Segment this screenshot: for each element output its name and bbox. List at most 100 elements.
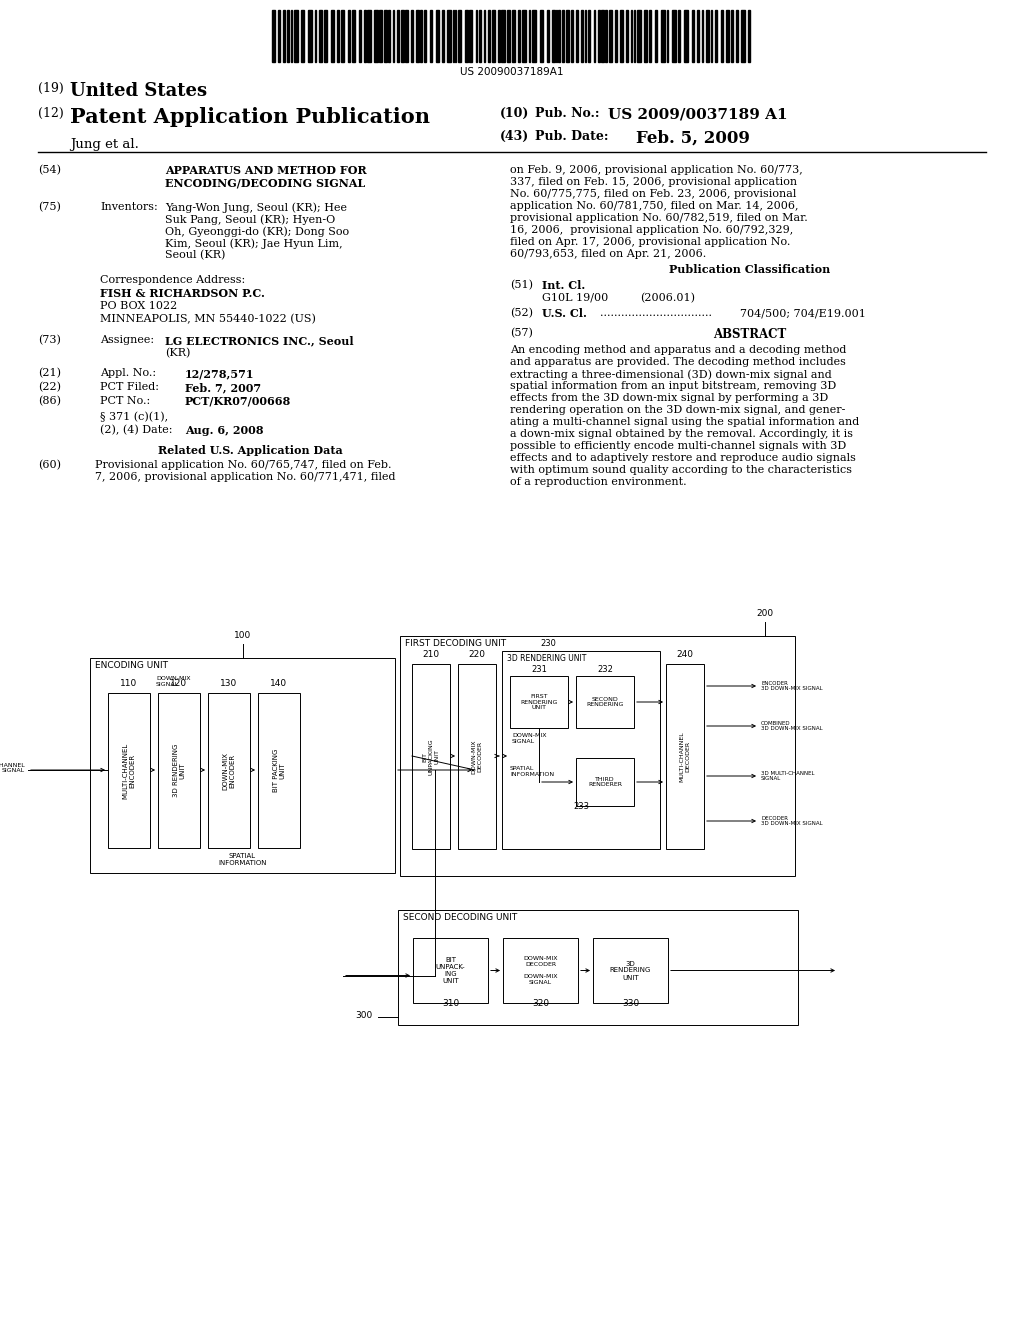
Bar: [283, 11, 285, 62]
Text: PO BOX 1022: PO BOX 1022: [100, 301, 177, 312]
Text: 230: 230: [540, 639, 556, 648]
Text: 320: 320: [531, 999, 549, 1008]
Text: Aug. 6, 2008: Aug. 6, 2008: [185, 425, 263, 436]
Bar: [436, 11, 439, 62]
Bar: [430, 11, 432, 62]
Text: 231: 231: [531, 665, 547, 675]
Text: 120: 120: [170, 678, 187, 688]
Text: Int. Cl.: Int. Cl.: [542, 280, 586, 290]
Text: 240: 240: [677, 649, 693, 659]
Bar: [721, 11, 723, 62]
Text: 210: 210: [423, 649, 439, 659]
Bar: [458, 11, 461, 62]
Bar: [566, 11, 569, 62]
Bar: [562, 11, 564, 62]
Bar: [532, 11, 536, 62]
Bar: [384, 11, 387, 62]
Bar: [678, 11, 680, 62]
Bar: [547, 11, 549, 62]
Bar: [208, 693, 250, 847]
Text: 100: 100: [233, 631, 251, 640]
Bar: [593, 939, 668, 1003]
Bar: [374, 11, 378, 62]
Text: MULTI-CHANNEL
SIGNAL: MULTI-CHANNEL SIGNAL: [0, 763, 25, 774]
Text: 7, 2006, provisional application No. 60/771,471, filed: 7, 2006, provisional application No. 60/…: [95, 473, 395, 482]
Text: Correspondence Address:: Correspondence Address:: [100, 275, 246, 285]
Bar: [308, 11, 312, 62]
Text: Oh, Gyeonggi-do (KR); Dong Soo: Oh, Gyeonggi-do (KR); Dong Soo: [165, 226, 349, 236]
Text: 16, 2006,  provisional application No. 60/792,329,: 16, 2006, provisional application No. 60…: [510, 224, 794, 235]
Bar: [331, 11, 334, 62]
Bar: [575, 758, 634, 807]
Text: § 371 (c)(1),: § 371 (c)(1),: [100, 412, 168, 422]
Text: 300: 300: [355, 1011, 373, 1020]
Text: SPATIAL
INFORMATION: SPATIAL INFORMATION: [218, 853, 266, 866]
Text: Provisional application No. 60/765,747, filed on Feb.: Provisional application No. 60/765,747, …: [95, 459, 391, 470]
Text: and apparatus are provided. The decoding method includes: and apparatus are provided. The decoding…: [510, 356, 846, 367]
Bar: [401, 11, 404, 62]
Text: 130: 130: [220, 678, 238, 688]
Text: Inventors:: Inventors:: [100, 202, 158, 213]
Text: ABSTRACT: ABSTRACT: [714, 327, 786, 341]
Bar: [726, 11, 729, 62]
Bar: [540, 11, 543, 62]
Text: Publication Classification: Publication Classification: [670, 264, 830, 275]
Text: (22): (22): [38, 381, 61, 392]
Text: (52): (52): [510, 308, 534, 318]
Text: US 2009/0037189 A1: US 2009/0037189 A1: [608, 107, 787, 121]
Text: FISH & RICHARDSON P.C.: FISH & RICHARDSON P.C.: [100, 288, 265, 300]
Text: rendering operation on the 3D down-mix signal, and gener-: rendering operation on the 3D down-mix s…: [510, 405, 846, 414]
Text: ENCODING/DECODING SIGNAL: ENCODING/DECODING SIGNAL: [165, 178, 366, 189]
Text: Assignee:: Assignee:: [100, 335, 155, 345]
Bar: [601, 11, 604, 62]
Text: FIRST
RENDERING
UNIT: FIRST RENDERING UNIT: [520, 694, 558, 710]
Text: Patent Application Publication: Patent Application Publication: [70, 107, 430, 127]
Text: THIRD
RENDERER: THIRD RENDERER: [588, 776, 622, 788]
Bar: [406, 11, 408, 62]
Text: DOWN-MIX
SIGNAL: DOWN-MIX SIGNAL: [156, 676, 190, 686]
Bar: [458, 664, 496, 849]
Text: MULTI-CHANNEL
ENCODER: MULTI-CHANNEL ENCODER: [123, 742, 135, 799]
Text: Suk Pang, Seoul (KR); Hyen-O: Suk Pang, Seoul (KR); Hyen-O: [165, 214, 335, 224]
Text: DOWN-MIX
SIGNAL: DOWN-MIX SIGNAL: [512, 733, 547, 743]
Text: 3D RENDERING UNIT: 3D RENDERING UNIT: [507, 653, 587, 663]
Bar: [492, 11, 495, 62]
Bar: [672, 11, 676, 62]
Text: 3D MULTI-CHANNEL
SIGNAL: 3D MULTI-CHANNEL SIGNAL: [761, 771, 814, 781]
Bar: [644, 11, 647, 62]
Bar: [620, 11, 623, 62]
Text: of a reproduction environment.: of a reproduction environment.: [510, 477, 687, 487]
Bar: [337, 11, 339, 62]
Text: (2006.01): (2006.01): [640, 293, 695, 304]
Bar: [581, 11, 583, 62]
Bar: [649, 11, 651, 62]
Text: COMBINED
3D DOWN-MIX SIGNAL: COMBINED 3D DOWN-MIX SIGNAL: [761, 721, 822, 731]
Text: Feb. 7, 2007: Feb. 7, 2007: [185, 381, 261, 393]
Bar: [442, 11, 444, 62]
Bar: [501, 11, 505, 62]
Text: (75): (75): [38, 202, 60, 213]
Bar: [324, 11, 327, 62]
Text: APPARATUS AND METHOD FOR: APPARATUS AND METHOD FOR: [165, 165, 367, 176]
Text: BIT
UNPACKING
UNIT: BIT UNPACKING UNIT: [423, 738, 439, 775]
Bar: [301, 11, 304, 62]
Bar: [158, 693, 200, 847]
Bar: [488, 11, 490, 62]
Text: Feb. 5, 2009: Feb. 5, 2009: [636, 129, 750, 147]
Bar: [518, 11, 520, 62]
Text: PCT Filed:: PCT Filed:: [100, 381, 159, 392]
Text: SECOND
RENDERING: SECOND RENDERING: [587, 697, 624, 708]
Bar: [666, 664, 705, 849]
Bar: [736, 11, 738, 62]
Bar: [655, 11, 657, 62]
Text: on Feb. 9, 2006, provisional application No. 60/773,: on Feb. 9, 2006, provisional application…: [510, 165, 803, 176]
Text: (KR): (KR): [165, 348, 190, 358]
Text: (73): (73): [38, 335, 60, 346]
Bar: [626, 11, 628, 62]
Bar: [605, 11, 607, 62]
Text: application No. 60/781,750, filed on Mar. 14, 2006,: application No. 60/781,750, filed on Mar…: [510, 201, 799, 211]
Text: U.S. Cl.: U.S. Cl.: [542, 308, 587, 319]
Text: ating a multi-channel signal using the spatial information and: ating a multi-channel signal using the s…: [510, 417, 859, 426]
Bar: [715, 11, 717, 62]
Bar: [552, 11, 555, 62]
